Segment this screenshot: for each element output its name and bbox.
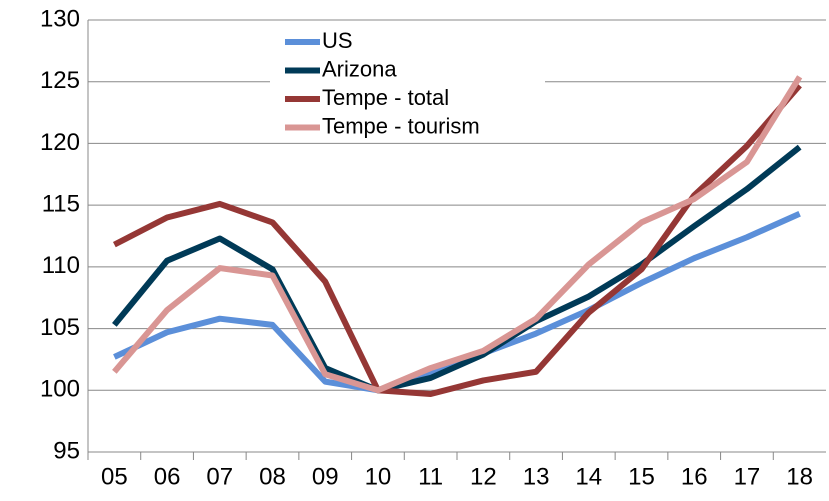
y-tick-label: 120	[40, 129, 80, 156]
y-tick-label: 110	[42, 252, 80, 279]
y-tick-label: 95	[53, 437, 80, 464]
x-tick-label: 09	[312, 463, 339, 490]
x-tick-label: 13	[523, 463, 550, 490]
x-tick-label: 07	[206, 463, 233, 490]
legend-label: US	[322, 28, 353, 53]
x-tick-label: 15	[628, 463, 655, 490]
x-tick-label: 10	[365, 463, 392, 490]
x-tick-label: 12	[470, 463, 497, 490]
y-tick-label: 100	[40, 376, 80, 403]
series-line	[112, 144, 802, 394]
y-tick-label: 115	[42, 190, 80, 217]
x-tick-label: 08	[259, 463, 286, 490]
y-tick-label: 125	[40, 67, 80, 94]
legend-label: Tempe - tourism	[322, 113, 480, 138]
x-tick-label: 14	[575, 463, 602, 490]
x-tick-label: 06	[154, 463, 181, 490]
series-line	[112, 75, 803, 394]
legend-label: Tempe - total	[322, 85, 449, 110]
legend-label: Arizona	[322, 56, 397, 81]
x-tick-label: 16	[681, 463, 708, 490]
series-line	[112, 83, 802, 397]
x-tick-label: 05	[101, 463, 128, 490]
y-tick-label: 105	[40, 314, 80, 341]
x-tick-label: 18	[786, 463, 813, 490]
legend-box	[270, 28, 545, 138]
x-tick-label: 11	[418, 463, 443, 490]
x-tick-label: 17	[734, 463, 761, 490]
y-tick-label: 130	[40, 5, 80, 32]
